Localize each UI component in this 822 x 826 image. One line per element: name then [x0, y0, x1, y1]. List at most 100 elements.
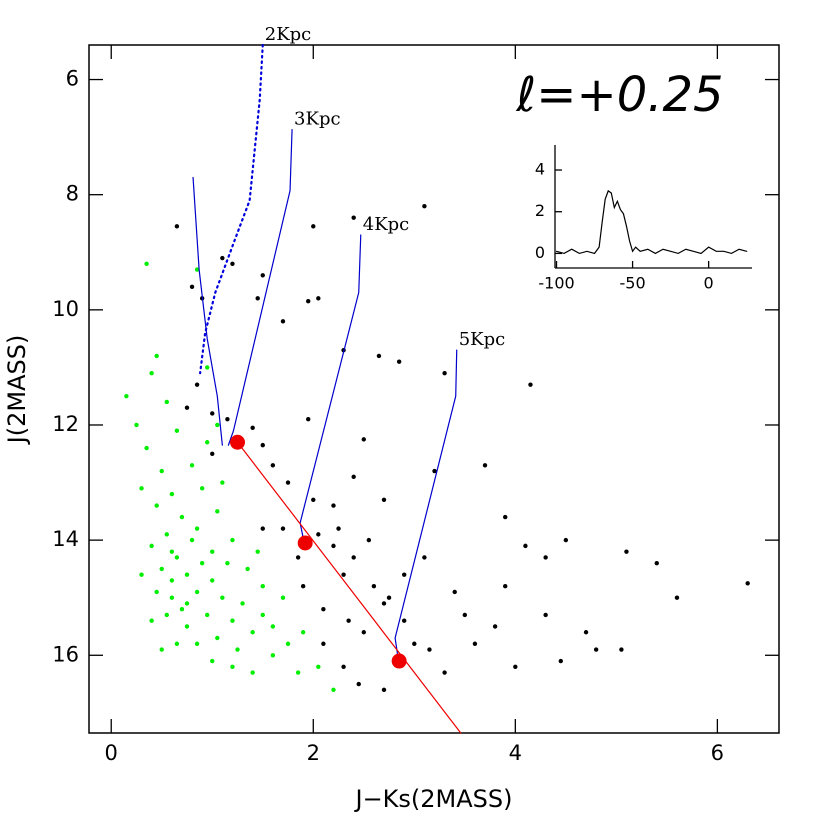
data-point [528, 382, 533, 387]
data-point [159, 647, 164, 652]
data-point [184, 601, 190, 606]
data-point [745, 581, 750, 586]
data-point [154, 353, 159, 359]
track-label: 3Kpc [294, 109, 341, 130]
data-point [250, 425, 255, 431]
data-point [240, 601, 245, 606]
data-point [235, 647, 240, 652]
data-point [321, 607, 326, 612]
data-point [619, 647, 624, 652]
data-point [230, 537, 235, 543]
y-tick-label: 0 [535, 243, 545, 262]
y-axis-label: J(2MASS) [3, 335, 31, 446]
data-point [321, 641, 326, 646]
data-point [149, 618, 154, 623]
data-point [139, 486, 144, 491]
data-point [134, 422, 139, 428]
data-point [250, 670, 255, 675]
data-point [316, 532, 321, 537]
data-point [194, 589, 200, 595]
data-point [351, 215, 356, 220]
data-point [159, 566, 164, 572]
data-point [194, 641, 200, 646]
data-point [179, 607, 185, 612]
data-point [331, 503, 336, 508]
data-point [210, 658, 215, 664]
data-point [285, 641, 291, 646]
y-tick-label: 16 [52, 642, 79, 666]
data-point [220, 255, 225, 261]
data-point [189, 284, 195, 290]
data-point [179, 514, 185, 520]
data-point [174, 555, 180, 560]
y-tick-label: 4 [535, 160, 545, 179]
data-point [280, 319, 286, 324]
track-label: 5Kpc [459, 329, 506, 350]
x-tick-label: 6 [711, 741, 724, 765]
data-point [482, 463, 488, 468]
data-point [422, 555, 427, 560]
marker-point [297, 535, 313, 551]
data-point [174, 641, 180, 646]
plot-frame [88, 44, 780, 734]
data-point [220, 480, 225, 485]
data-point [260, 442, 265, 448]
data-point [523, 543, 528, 549]
data-line [227, 129, 293, 446]
data-point [215, 509, 220, 514]
data-point [492, 624, 498, 629]
data-point [285, 480, 291, 485]
data-point [149, 370, 154, 376]
data-line [199, 43, 264, 375]
data-point [432, 468, 437, 474]
data-point [164, 532, 169, 537]
marker-point [391, 653, 407, 669]
data-point [593, 647, 599, 652]
track-label: 4Kpc [363, 214, 410, 235]
data-point [563, 537, 569, 543]
data-point [558, 658, 563, 664]
data-point [139, 572, 144, 577]
data-point [361, 437, 366, 442]
data-point [331, 543, 336, 549]
data-point [462, 612, 468, 618]
data-point [260, 273, 265, 278]
data-point [346, 618, 351, 623]
data-line [555, 189, 748, 255]
data-point [164, 612, 169, 618]
data-point [351, 474, 356, 479]
data-point [442, 370, 447, 376]
data-point [306, 299, 311, 304]
data-point [401, 618, 407, 623]
data-line [236, 441, 462, 734]
data-point [371, 583, 377, 589]
data-point [225, 560, 230, 566]
data-point [184, 405, 190, 410]
data-point [381, 601, 387, 606]
data-point [351, 555, 356, 560]
data-point [215, 635, 220, 641]
y-tick-label: 2 [535, 201, 545, 220]
data-point [260, 583, 265, 589]
data-point [381, 687, 387, 693]
data-point [300, 583, 306, 589]
data-point [194, 526, 200, 531]
data-point [199, 486, 205, 491]
data-point [442, 670, 447, 675]
data-point [169, 549, 175, 554]
data-point [624, 549, 629, 554]
data-point [159, 468, 164, 474]
data-point [376, 353, 382, 359]
data-line [394, 349, 458, 659]
data-point [401, 572, 407, 577]
data-point [472, 641, 478, 646]
data-point [341, 664, 346, 669]
data-point [361, 630, 366, 635]
x-tick-label: 0 [704, 274, 714, 293]
data-point [300, 630, 306, 635]
data-point [184, 624, 190, 629]
data-point [427, 647, 432, 652]
data-point [194, 267, 200, 272]
x-tick-label: -50 [620, 274, 646, 293]
data-point [356, 681, 361, 687]
